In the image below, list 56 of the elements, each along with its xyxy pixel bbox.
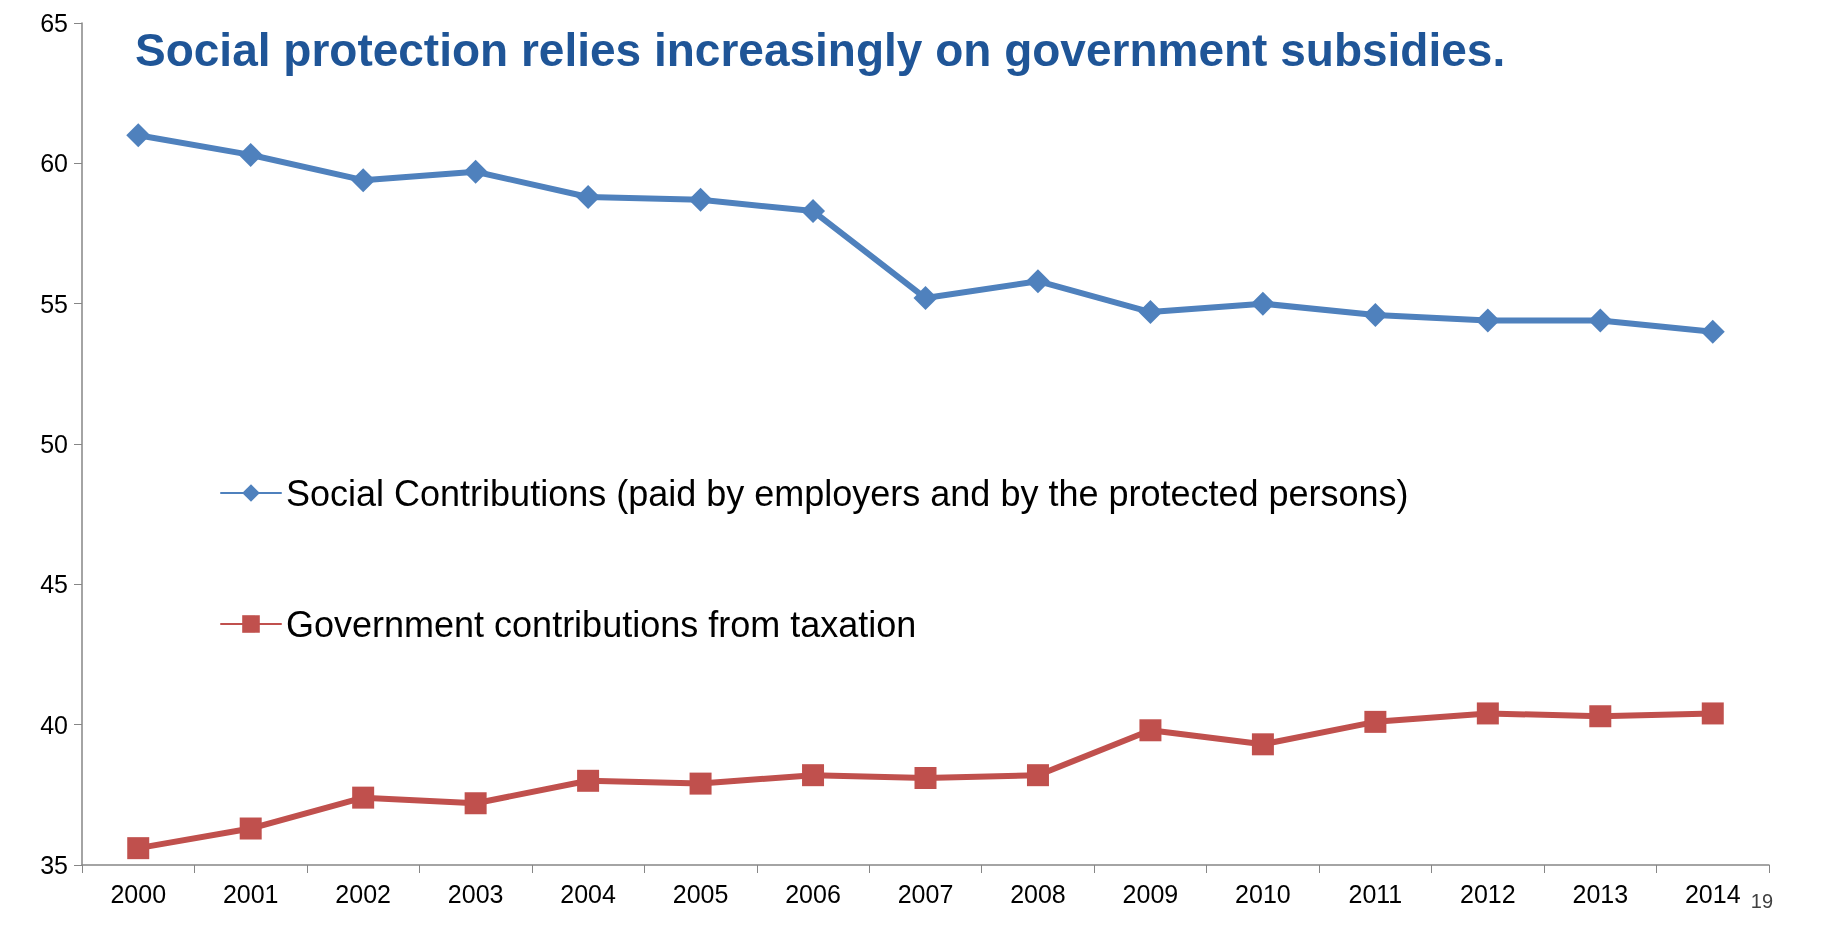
y-tick-label: 45: [40, 570, 68, 599]
point: [239, 817, 262, 840]
point: [1476, 702, 1499, 725]
point: [577, 769, 600, 792]
y-tick-label: 65: [40, 9, 68, 37]
point: [127, 837, 150, 860]
y-tick-label: 55: [40, 289, 68, 318]
x-tick-label: 2002: [335, 879, 391, 908]
x-tick-label: 2008: [1010, 879, 1066, 908]
point: [689, 772, 712, 795]
point: [1588, 308, 1613, 333]
x-tick-label: 2013: [1572, 879, 1629, 908]
y-tick-label: 60: [40, 149, 68, 178]
point: [913, 286, 938, 311]
point: [802, 764, 825, 787]
x-tick-label: 2004: [560, 879, 616, 908]
point: [1364, 710, 1387, 733]
point: [1250, 291, 1275, 316]
y-tick-label: 50: [40, 430, 68, 458]
point: [463, 159, 488, 184]
point: [688, 187, 713, 212]
x-tick-label: 2010: [1235, 879, 1291, 908]
point: [352, 786, 375, 809]
y-tick-label: 35: [40, 851, 68, 879]
point: [1025, 269, 1050, 294]
y-tick-label: 40: [40, 710, 68, 739]
point: [1589, 705, 1612, 728]
point: [1475, 308, 1500, 333]
point: [1026, 764, 1049, 787]
point: [1701, 702, 1724, 725]
point: [126, 123, 151, 148]
x-tick-label: 2011: [1348, 879, 1403, 908]
point: [801, 199, 826, 224]
legend-label: Government contributions from taxation: [286, 603, 917, 645]
chart-title: Social protection relies increasingly on government subsidies.: [135, 24, 1506, 76]
legend-label: Social Contributions (paid by employers and by the protected persons): [286, 472, 1409, 514]
point: [1138, 300, 1163, 325]
x-tick-label: 2001: [222, 879, 279, 908]
point: [1700, 319, 1725, 344]
point: [351, 168, 376, 193]
x-tick-label: 2006: [785, 879, 841, 908]
point: [1251, 733, 1274, 756]
text: 19: [1750, 890, 1773, 912]
x-tick-label: 2005: [672, 879, 729, 908]
point: [576, 185, 601, 210]
x-tick-label: 2014: [1684, 879, 1741, 908]
x-tick-label: 2000: [110, 879, 167, 908]
x-tick-label: 2007: [897, 879, 954, 908]
point: [914, 766, 937, 789]
point: [238, 142, 263, 167]
point: [1139, 719, 1162, 742]
point: [464, 792, 487, 815]
x-tick-label: 2003: [447, 879, 504, 908]
x-tick-label: 2009: [1122, 879, 1179, 908]
x-tick-label: 2012: [1460, 879, 1516, 908]
point: [1363, 302, 1388, 327]
